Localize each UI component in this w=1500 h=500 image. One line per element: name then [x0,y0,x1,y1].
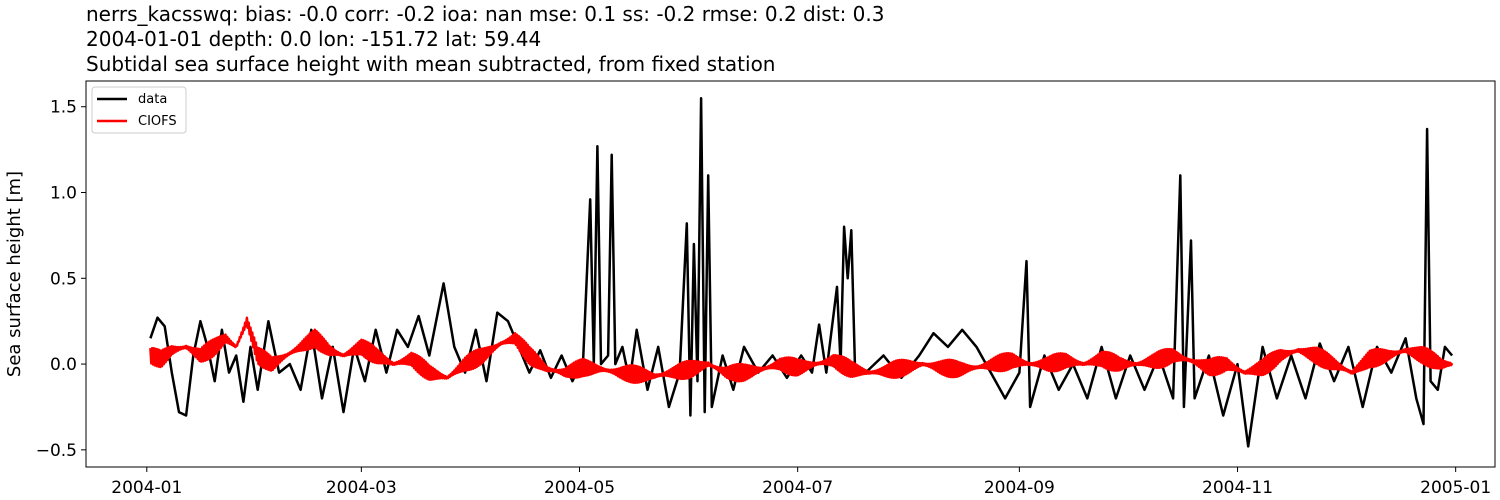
y-tick-label-2: 0.5 [50,269,77,289]
chart-title-stats: nerrs_kacsswq: bias: -0.0 corr: -0.2 ioa… [86,2,885,26]
y-axis: −0.5 0.0 0.5 1.0 1.5 [36,98,86,461]
x-tick-label-0: 2004-01 [111,478,182,498]
x-tick-label-6: 2005-01 [1420,478,1491,498]
legend: data CIOFS [91,86,187,134]
x-tick-label-3: 2004-07 [762,478,833,498]
y-tick-label-3: 1.0 [50,184,77,204]
x-tick-label-4: 2004-09 [984,478,1055,498]
chart-title: nerrs_kacsswq: bias: -0.0 corr: -0.2 ioa… [86,2,884,77]
y-tick-label-4: 1.5 [50,98,77,118]
y-tick-label-0: −0.5 [36,441,77,461]
y-axis-label: Sea surface height [m] [4,171,25,377]
legend-label-ciofs: CIOFS [138,114,177,129]
y-tick-label-1: 0.0 [50,355,77,375]
chart-title-location: 2004-01-01 depth: 0.0 lon: -151.72 lat: … [86,27,542,51]
x-axis: 2004-01 2004-03 2004-05 2004-07 2004-09 2004-… [111,467,1491,498]
plot-frame [85,80,1496,468]
series-line-ciofs [149,316,1454,384]
x-tick-label-1: 2004-03 [326,478,397,498]
series-line-data [149,96,1454,448]
x-tick-label-5: 2004-11 [1202,478,1273,498]
chart-title-description: Subtidal sea surface height with mean su… [86,52,776,76]
legend-label-data: data [138,92,167,107]
x-tick-label-2: 2004-05 [544,478,615,498]
